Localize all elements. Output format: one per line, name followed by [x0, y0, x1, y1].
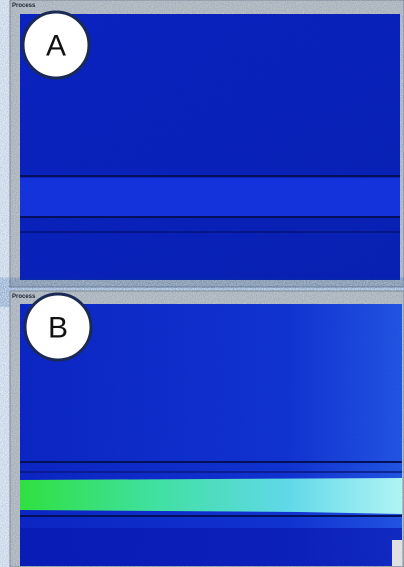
lower-region — [20, 528, 402, 566]
panel-label: A — [46, 30, 66, 63]
panel-b: Process B — [10, 291, 404, 567]
panel-a: Process A — [10, 0, 404, 287]
panel-label: B — [48, 312, 68, 345]
window-title: Process — [12, 3, 36, 9]
band — [20, 178, 400, 216]
glow-band — [20, 478, 402, 514]
window-title: Process — [12, 294, 36, 300]
screenshot: Process A Process B — [0, 0, 404, 567]
scrollbar — [392, 540, 402, 566]
